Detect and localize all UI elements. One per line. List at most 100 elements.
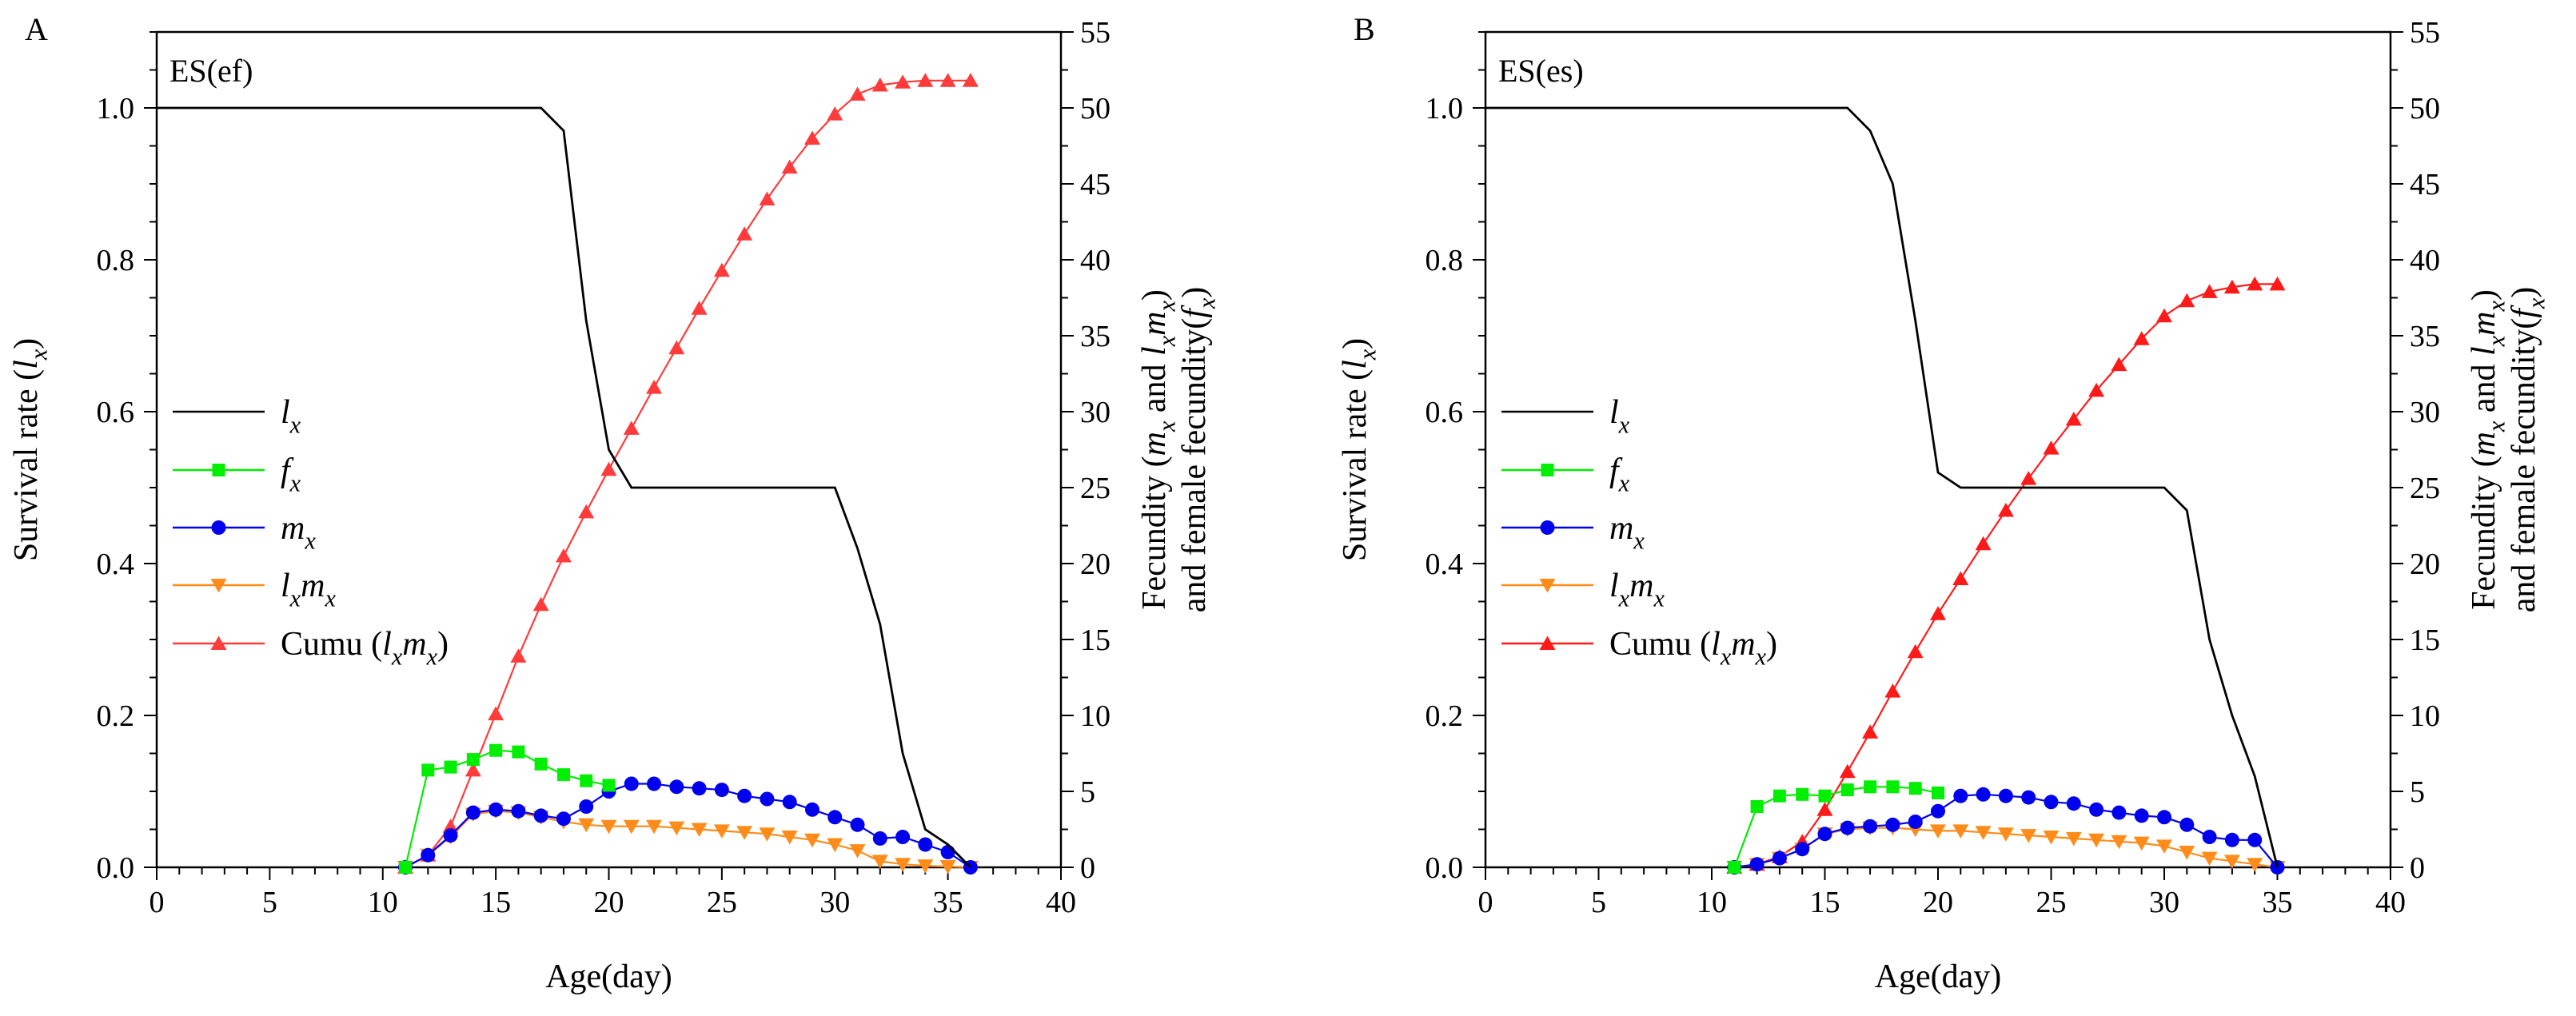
series-line-fx: [404, 749, 609, 868]
data-point-mx: [2066, 796, 2081, 811]
y-tick-label: 1.0: [97, 92, 135, 126]
data-point-cumu: [736, 226, 753, 241]
data-point-cumu: [2201, 284, 2218, 298]
data-point-mx: [511, 803, 526, 819]
data-point-cumu: [1930, 606, 1946, 620]
data-point-mx: [2202, 830, 2217, 844]
x-tick-label: 0: [1478, 886, 1493, 919]
x-tick-label: 5: [262, 886, 277, 919]
y2-tick-label: 30: [2410, 396, 2440, 429]
data-point-lxmx: [2179, 846, 2195, 860]
x-tick-label: 35: [2263, 886, 2293, 919]
data-point-cumu: [962, 73, 979, 87]
data-point-mx: [737, 788, 752, 803]
data-point-lxmx: [2088, 833, 2105, 848]
legend-label-mx: mx: [281, 510, 316, 555]
y2-axis-label-line2-part: and female fecundity(: [2506, 318, 2542, 612]
legend-marker-fx: [1541, 464, 1554, 476]
legend-label-cumu-part: ): [437, 626, 449, 663]
data-point-fx: [1772, 789, 1786, 803]
x-tick-label: 5: [1591, 886, 1606, 919]
data-point-mx: [1795, 842, 1810, 857]
legend-marker-lxmx: [210, 579, 227, 593]
data-point-mx: [579, 799, 594, 814]
x-tick-label: 20: [594, 886, 624, 919]
legend-label-lxmx: lxmx: [1609, 568, 1665, 612]
data-point-lxmx: [804, 833, 820, 848]
data-point-cumu: [600, 461, 617, 476]
data-point-lxmx: [2043, 831, 2060, 845]
legend-label-lx: lx: [1609, 394, 1630, 439]
data-point-fx: [1864, 780, 1877, 794]
data-point-cumu: [2223, 279, 2240, 294]
data-point-cumu: [1975, 536, 1992, 551]
data-point-cumu: [691, 301, 708, 315]
data-point-lxmx: [668, 821, 685, 836]
y2-axis-label-line1-part: Fecundity (: [2466, 456, 2502, 609]
legend-label-lxmx: lxmx: [281, 568, 336, 612]
data-point-cumu: [2269, 276, 2286, 291]
legend-label-lx-part: l: [1609, 394, 1619, 431]
data-point-mx: [1749, 857, 1765, 872]
data-point-cumu: [2247, 276, 2263, 291]
data-point-cumu: [871, 78, 888, 92]
data-point-lxmx: [2133, 836, 2150, 851]
legend-marker-cumu: [1539, 635, 1556, 650]
y-tick-label: 0.0: [97, 851, 135, 885]
x-tick-label: 10: [1697, 886, 1727, 919]
legend-label-cumu-part: x: [391, 643, 403, 671]
legend-label-cumu-part: l: [382, 626, 392, 663]
data-point-fx: [1908, 782, 1922, 795]
data-point-fx: [534, 757, 548, 771]
data-point-lxmx: [871, 855, 888, 869]
y-axis-label: Survival rate (lx): [1337, 338, 1382, 561]
data-point-cumu: [532, 596, 549, 612]
data-point-mx: [1998, 788, 2013, 803]
data-point-mx: [2089, 802, 2104, 817]
data-point-mx: [2111, 805, 2127, 820]
data-point-cumu: [2020, 471, 2037, 485]
data-point-lxmx: [578, 818, 595, 833]
y2-axis-label-line1-part: x: [2483, 301, 2510, 313]
y-tick-label: 0.6: [97, 396, 135, 429]
data-point-cumu: [1839, 763, 1856, 779]
y2-axis-label-line1-part: x: [2483, 420, 2510, 432]
legend-label-lxmx-part: m: [301, 568, 325, 604]
y-axis-label-part: l: [1337, 360, 1374, 369]
data-point-lxmx: [691, 823, 708, 837]
data-point-cumu: [510, 648, 527, 663]
y2-axis-label-line2-part: ): [1176, 287, 1213, 298]
data-point-mx: [760, 791, 775, 807]
legend-label-mx-part: x: [304, 528, 316, 555]
chart-panel-b: 0 5 10 15 20 25 30 35 40 0.0 0.2 0.4 0.6 0.8 1.0 0 5 10 15…: [1337, 11, 2550, 995]
x-tick-label: 0: [150, 886, 165, 919]
y2-axis-label-line1-part: l: [1136, 346, 1173, 356]
data-point-mx: [465, 805, 481, 820]
y2-tick-label: 25: [2410, 472, 2440, 505]
data-point-mx: [624, 776, 639, 791]
data-point-mx: [1840, 820, 1855, 835]
data-point-mx: [556, 811, 571, 827]
y2-tick-label: 0: [1080, 851, 1095, 885]
data-point-lxmx: [2247, 858, 2263, 872]
data-point-fx: [399, 861, 413, 874]
y2-tick-label: 35: [1080, 320, 1111, 353]
data-point-fx: [1796, 787, 1809, 801]
y2-axis-label-line1-part: m: [2466, 312, 2502, 336]
series-line-fx: [1733, 786, 1939, 868]
data-point-fx: [466, 753, 480, 767]
data-point-mx: [443, 828, 458, 843]
series-line-lx: [1485, 106, 2279, 868]
data-point-lxmx: [2156, 839, 2172, 854]
data-point-mx: [918, 837, 933, 852]
series-line-mx: [405, 783, 971, 868]
data-point-mx: [669, 779, 684, 795]
data-point-mx: [2224, 832, 2239, 847]
data-point-lxmx: [827, 838, 843, 852]
data-point-lxmx: [600, 819, 617, 835]
legend-label-cumu: Cumu (lxmx): [1609, 626, 1777, 671]
panel-label: A: [25, 11, 48, 47]
data-point-mx: [1863, 819, 1878, 834]
y2-tick-label: 20: [2410, 548, 2440, 581]
